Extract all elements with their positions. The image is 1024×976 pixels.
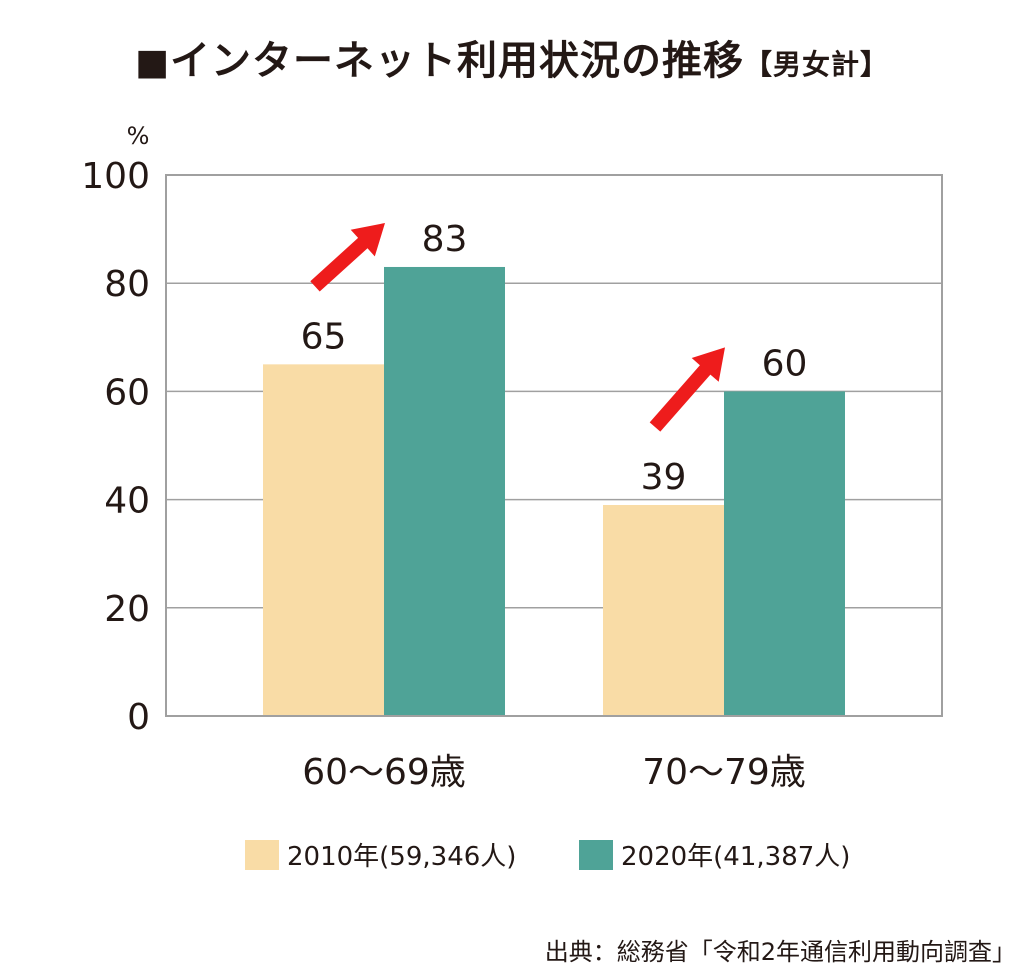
bar-2020-group2 [724,391,845,716]
y-tick-label-20: 20 [104,589,150,630]
y-unit-label: % [127,122,150,150]
chart-title: ■インターネット利用状況の推移【男女計】 [0,28,1024,86]
title-sub: 【男女計】 [744,48,890,81]
y-tick-label-100: 100 [81,156,150,197]
y-tick-label-80: 80 [104,264,150,305]
legend-swatch-2020 [579,839,613,870]
bar-2020-group1 [384,266,505,716]
data-label-2010-group1: 65 [301,316,347,357]
legend-swatch-2010 [245,839,279,870]
data-label-2020-group2: 60 [762,343,808,384]
bar-2010-group1 [263,364,384,716]
data-label-2010-group2: 39 [641,457,687,498]
data-label-2020-group1: 83 [422,219,468,260]
legend: 2010年(59,346人) 2020年(41,387人) [0,836,1024,876]
bar-2010-group2 [603,505,724,716]
increase-arrow-icon-group1 [310,223,385,292]
source-note: 出典：総務省「令和2年通信利用動向調査」 [544,938,1016,966]
title-square-icon: ■ [134,42,170,83]
legend-item-2010: 2010年(59,346人) [245,836,516,873]
legend-label-2010: 2010年(59,346人) [287,842,517,872]
x-category-label-2: 70〜79歳 [642,752,806,793]
y-tick-label-60: 60 [104,372,150,413]
legend-item-2020: 2020年(41,387人) [579,836,850,873]
title-main: インターネット利用状況の推移 [170,38,744,84]
legend-label-2020: 2020年(41,387人) [621,842,851,872]
x-category-label-1: 60〜69歳 [302,752,466,793]
increase-arrow-icon-group2 [649,347,725,432]
plot-border [165,174,943,717]
y-tick-label-40: 40 [104,481,150,522]
y-tick-label-0: 0 [127,697,150,738]
